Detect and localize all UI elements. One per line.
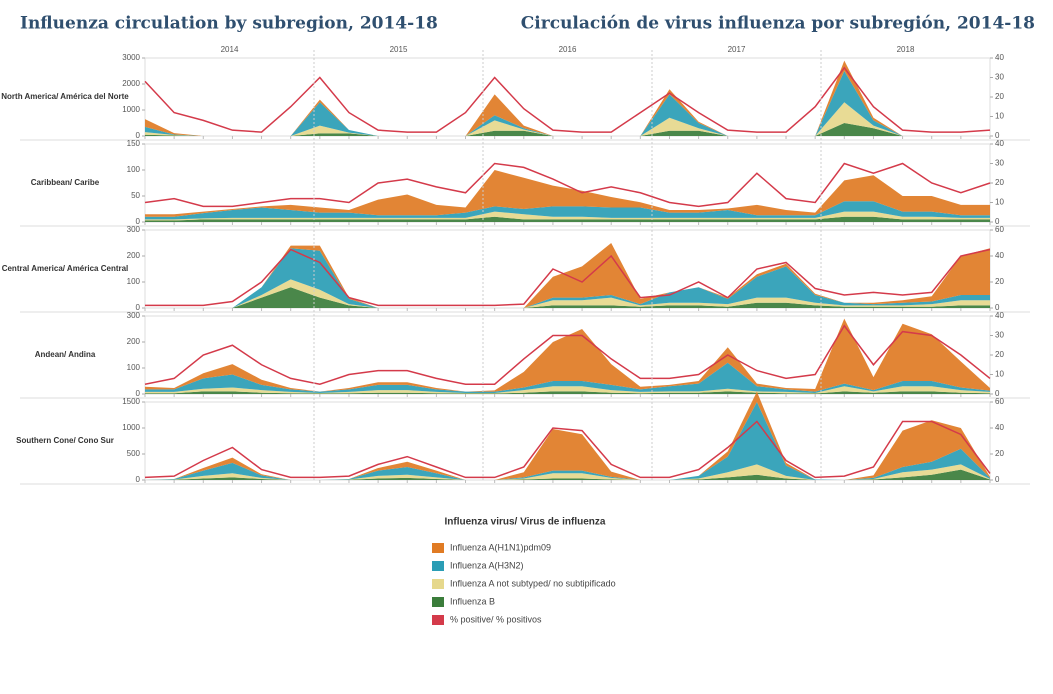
panel-label: Central America/ América Central: [2, 264, 129, 273]
panel-label: Andean/ Andina: [35, 350, 96, 359]
y-tick-label: 1500: [122, 397, 140, 406]
legend-label: Influenza A(H1N1)pdm09: [450, 542, 551, 552]
y-tick-label: 300: [127, 311, 141, 320]
percent-line: [144, 162, 991, 208]
y2-tick-label: 20: [995, 277, 1004, 286]
legend-swatch: [432, 543, 444, 553]
y-tick-label: 500: [127, 449, 141, 458]
y2-tick-label: 0: [995, 475, 1000, 484]
y2-tick-label: 60: [995, 225, 1004, 234]
y2-tick-label: 20: [995, 449, 1004, 458]
stacked-area: [145, 391, 990, 480]
y-tick-label: 1000: [122, 105, 140, 114]
stacked-area: [145, 464, 990, 480]
percent-line: [144, 66, 991, 133]
y2-tick-label: 40: [995, 311, 1004, 320]
legend-label: Influenza B: [450, 596, 495, 606]
y-tick-label: 0: [136, 303, 141, 312]
y-tick-label: 0: [136, 389, 141, 398]
y2-tick-label: 0: [995, 389, 1000, 398]
stacked-area: [145, 469, 990, 480]
y-tick-label: 50: [131, 191, 140, 200]
y2-tick-label: 40: [995, 53, 1004, 62]
y2-tick-label: 10: [995, 112, 1004, 121]
y2-tick-label: 20: [995, 178, 1004, 187]
y-tick-label: 300: [127, 225, 141, 234]
y-tick-label: 0: [136, 475, 141, 484]
y2-tick-label: 30: [995, 331, 1004, 340]
y-tick-label: 3000: [122, 53, 140, 62]
legend-swatch: [432, 615, 444, 625]
y2-tick-label: 20: [995, 350, 1004, 359]
y-tick-label: 200: [127, 251, 141, 260]
stacked-area: [145, 201, 990, 220]
percent-line: [144, 420, 991, 479]
y-tick-label: 2000: [122, 79, 140, 88]
legend-label: Influenza A(H3N2): [450, 560, 524, 570]
y2-tick-label: 30: [995, 73, 1004, 82]
stacked-area: [145, 402, 990, 480]
x-group-label: 2017: [728, 45, 746, 54]
x-group-label: 2014: [221, 45, 239, 54]
legend-swatch: [432, 579, 444, 589]
stacked-area: [145, 391, 990, 394]
stacked-area: [145, 248, 990, 308]
y-tick-label: 100: [127, 363, 141, 372]
y2-tick-label: 10: [995, 370, 1004, 379]
y-tick-label: 100: [127, 277, 141, 286]
y-tick-label: 100: [127, 165, 141, 174]
x-group-label: 2015: [390, 45, 408, 54]
y2-tick-label: 40: [995, 139, 1004, 148]
legend-label: Influenza A not subtyped/ no subtipifica…: [450, 578, 616, 588]
y2-tick-label: 0: [995, 303, 1000, 312]
title: Influenza circulation by subregion, 2014…: [20, 14, 438, 34]
y2-tick-label: 0: [995, 217, 1000, 226]
y2-tick-label: 20: [995, 92, 1004, 101]
y2-tick-label: 0: [995, 131, 1000, 140]
percent-line: [144, 324, 991, 386]
panel-label: Caribbean/ Caribe: [31, 178, 100, 187]
y-tick-label: 0: [136, 131, 141, 140]
y2-tick-label: 10: [995, 198, 1004, 207]
stacked-area: [145, 279, 990, 308]
panel-label: Southern Cone/ Cono Sur: [16, 436, 114, 445]
stacked-area: [145, 318, 990, 392]
panel-label: North America/ América del Norte: [1, 92, 129, 101]
y-tick-label: 150: [127, 139, 141, 148]
y2-tick-label: 60: [995, 397, 1004, 406]
legend-title: Influenza virus/ Virus de influenza: [445, 517, 606, 528]
x-group-label: 2018: [897, 45, 915, 54]
y-tick-label: 0: [136, 217, 141, 226]
x-group-label: 2016: [559, 45, 577, 54]
legend-label: % positive/ % positivos: [450, 614, 542, 624]
stacked-area: [145, 386, 990, 394]
y-tick-label: 1000: [122, 423, 140, 432]
y-tick-label: 200: [127, 337, 141, 346]
stacked-area: [145, 170, 990, 217]
y2-tick-label: 30: [995, 159, 1004, 168]
title-es: Circulación de virus influenza por subre…: [521, 14, 1035, 34]
y2-tick-label: 40: [995, 251, 1004, 260]
legend-swatch: [432, 597, 444, 607]
legend-swatch: [432, 561, 444, 571]
stacked-area: [145, 211, 990, 221]
percent-line: [145, 248, 991, 307]
y2-tick-label: 40: [995, 423, 1004, 432]
